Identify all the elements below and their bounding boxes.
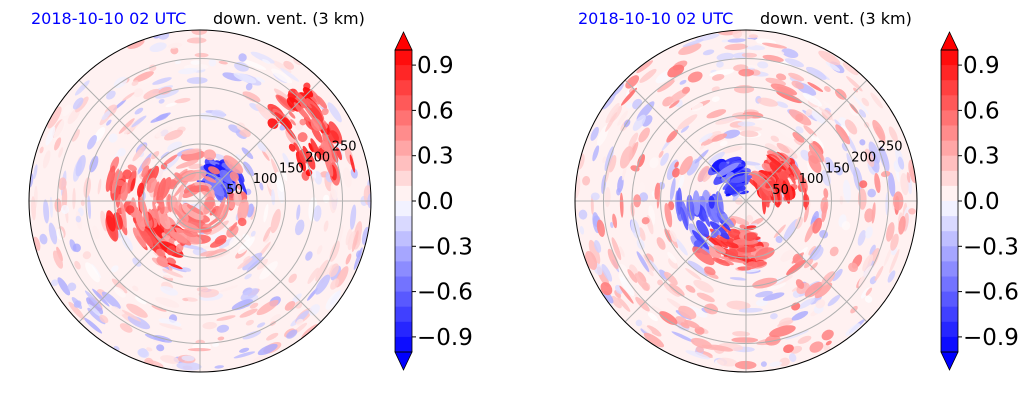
angular-gridline [199,79,322,202]
colorbar-tick-label: 0.0 [417,189,454,215]
radial-tick-label: 50 [226,183,243,198]
colorbar-tick-label: 0.9 [963,53,1000,79]
contour-field [29,30,371,371]
colorbar-segment [941,231,958,247]
colorbar-segment [941,276,958,292]
colorbar-segment [941,261,958,277]
colorbar-tick-label: 0.0 [963,189,1000,215]
radial-tick-label: 200 [851,150,876,165]
colorbar-tick-label: −0.9 [963,325,1019,351]
colorbar-segment [395,306,412,323]
colorbar-segment [941,125,958,141]
title-time: 2018-10-10 02 UTC [578,9,733,28]
colorbar-tick-label: 0.6 [963,98,1000,124]
colorbar-segment [941,321,958,338]
radial-tick-label: 200 [305,150,330,165]
colorbar-segment [395,50,412,66]
colorbar-segment [941,95,958,111]
colorbar-extend-min [394,351,413,371]
colorbar-tick-label: 0.9 [417,53,454,79]
title-field: down. vent. (3 km) [760,9,912,28]
colorbar-extend-max [394,31,413,51]
colorbar-segment [395,336,412,353]
colorbar-segment [395,140,412,157]
title-field: down. vent. (3 km) [213,9,365,28]
colorbar-tick-label: −0.3 [417,234,473,260]
colorbar-tick-label: 0.6 [417,98,454,124]
colorbar-segment [395,95,412,111]
angular-gridline [78,79,201,202]
angular-gridline [624,79,747,202]
radial-tick-label: 150 [279,161,304,176]
angular-gridline [624,200,747,323]
radial-tick-label: 150 [825,161,850,176]
colorbar-tick-label: −0.6 [417,280,473,306]
radial-tick-label: 50 [772,183,789,198]
colorbar-segment [941,185,958,202]
radial-tick-label: 250 [332,140,357,155]
angular-gridline [745,200,868,323]
colorbar-segment [395,125,412,141]
colorbar-segment [941,291,958,308]
colorbar-tick-label: −0.9 [417,325,473,351]
colorbar-segment [395,231,412,247]
colorbar-tick-label: −0.6 [963,280,1019,306]
colorbar-segment [395,80,412,96]
colorbar-segment [395,170,412,187]
colorbar-segment [395,321,412,338]
colorbar-tick-label: −0.3 [963,234,1019,260]
radial-tick-label: 100 [799,172,824,187]
colorbar-segment [941,336,958,353]
colorbar-tick-label: 0.3 [963,144,1000,170]
colorbar-segment [941,80,958,96]
colorbar: 0.9 0.6 0.3 0.0 −0.3 −0.6 −0.9 [394,31,473,371]
colorbar-segment [941,140,958,157]
angular-gridline [78,200,201,323]
colorbar-extend-max [940,31,959,51]
colorbar-segment [395,155,412,172]
polar-boundary [28,29,372,373]
colorbar-segment [395,276,412,292]
colorbar-segment [941,50,958,66]
colorbar-segment [941,170,958,187]
angular-gridline [745,79,868,202]
colorbar-segment [395,201,412,217]
colorbar-segment [395,216,412,232]
colorbar-segment [395,246,412,262]
colorbar: 0.9 0.6 0.3 0.0 −0.3 −0.6 −0.9 [940,31,1019,371]
colorbar-segment [395,65,412,81]
colorbar-segment [941,110,958,126]
colorbar-extend-min [940,351,959,371]
colorbar-segment [941,65,958,81]
colorbar-tick-label: 0.3 [417,144,454,170]
colorbar-segment [941,246,958,262]
angular-gridline [199,200,322,323]
title-time: 2018-10-10 02 UTC [31,9,186,28]
radial-tick-label: 100 [253,172,278,187]
colorbar-segment [941,155,958,172]
colorbar-segment [395,261,412,277]
colorbar-segment [941,306,958,323]
colorbar-segment [941,216,958,232]
radial-tick-label: 250 [878,140,903,155]
polar-boundary [574,29,918,373]
colorbar-segment [395,185,412,202]
colorbar-segment [395,110,412,126]
colorbar-segment [941,201,958,217]
colorbar-segment [395,291,412,308]
